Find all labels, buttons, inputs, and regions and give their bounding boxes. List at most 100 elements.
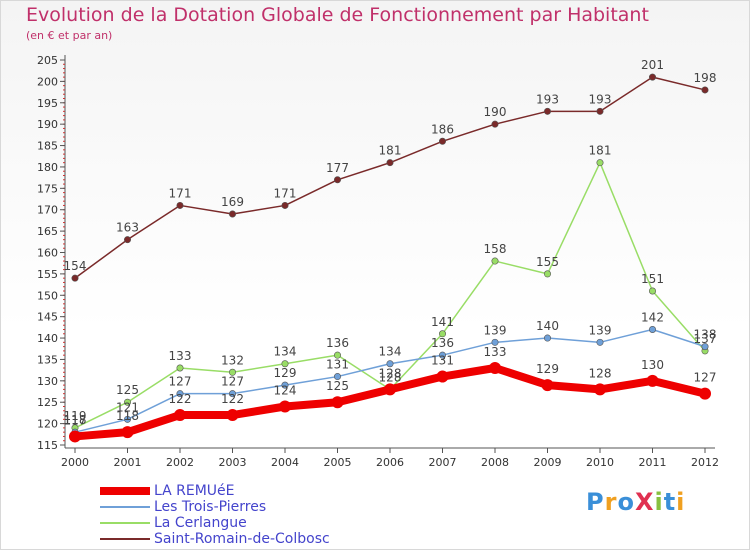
data-point (281, 381, 289, 389)
y-tick-label: 130 (37, 375, 58, 388)
data-point (491, 338, 499, 346)
data-label: 133 (169, 349, 192, 363)
data-point (281, 201, 289, 209)
data-point (124, 415, 132, 423)
x-tick-label: 2008 (481, 456, 509, 469)
data-label: 137 (694, 332, 717, 346)
y-tick-label: 145 (37, 311, 58, 324)
data-label: 129 (536, 362, 559, 376)
x-tick-label: 2001 (114, 456, 142, 469)
data-label: 158 (484, 242, 507, 256)
y-tick-label: 160 (37, 247, 58, 260)
data-point (489, 362, 501, 374)
y-tick-label: 120 (37, 418, 58, 431)
data-point (541, 379, 554, 392)
x-tick-label: 2010 (586, 456, 614, 469)
logo-letter: X (634, 488, 655, 516)
data-label: 117 (64, 413, 87, 427)
data-label: 132 (221, 353, 244, 367)
data-point (648, 325, 656, 333)
data-label: 134 (274, 345, 297, 359)
data-label: 121 (116, 400, 139, 414)
data-label: 136 (326, 336, 349, 350)
data-label: 154 (64, 259, 87, 273)
data-label: 181 (589, 144, 612, 158)
data-point (436, 370, 449, 383)
data-point (226, 409, 239, 422)
data-label: 181 (379, 144, 402, 158)
data-label: 186 (431, 122, 454, 136)
data-point (333, 176, 341, 184)
y-tick-label: 190 (37, 118, 58, 131)
data-label: 118 (116, 409, 139, 423)
data-label: 124 (274, 384, 297, 398)
data-label: 142 (641, 311, 664, 325)
data-point (229, 210, 237, 218)
x-tick-label: 2007 (429, 456, 457, 469)
data-label: 151 (641, 272, 664, 286)
data-label: 128 (379, 370, 402, 384)
x-tick-label: 2002 (166, 456, 194, 469)
y-tick-label: 135 (37, 353, 58, 366)
data-point (279, 400, 291, 413)
data-point (71, 274, 79, 282)
data-label: 127 (221, 375, 244, 389)
legend-swatch (100, 487, 150, 495)
legend-label: La Cerlangue (154, 515, 247, 531)
data-label: 127 (169, 375, 192, 389)
data-point (543, 270, 551, 278)
data-label: 118 (64, 413, 87, 427)
data-label: 193 (589, 92, 612, 106)
legend-item: Les Trois-Pierres (100, 499, 360, 515)
data-point (594, 383, 606, 396)
data-label: 171 (274, 186, 297, 200)
y-tick-label: 200 (37, 75, 58, 88)
y-tick-label: 115 (37, 439, 58, 452)
data-point (701, 86, 709, 94)
data-label: 125 (116, 383, 139, 397)
y-tick-label: 170 (37, 204, 58, 217)
chart-subtitle: (en € et par an) (26, 29, 113, 42)
data-label: 171 (169, 186, 192, 200)
data-label: 177 (326, 161, 349, 175)
data-point (333, 351, 341, 359)
data-point (384, 383, 396, 396)
legend-item: LA REMUéE (100, 483, 360, 499)
data-point (438, 330, 446, 338)
data-point (648, 73, 656, 81)
legend-item: La Cerlangue (100, 515, 360, 531)
x-tick-label: 2012 (691, 456, 719, 469)
data-label: 163 (116, 221, 139, 235)
data-point (699, 387, 711, 400)
data-point (124, 236, 132, 244)
data-label: 139 (484, 323, 507, 337)
x-tick-label: 2000 (61, 456, 89, 469)
data-label: 136 (431, 336, 454, 350)
x-tick-label: 2009 (534, 456, 562, 469)
data-label: 133 (484, 345, 507, 359)
data-label: 155 (536, 255, 559, 269)
y-tick-label: 195 (37, 97, 58, 110)
data-point (331, 396, 344, 409)
x-tick-label: 2005 (324, 456, 352, 469)
data-point (491, 257, 499, 265)
data-point (543, 334, 551, 342)
data-point (124, 398, 132, 406)
proxiti-logo: ProXiti (586, 488, 685, 516)
logo-letter: P (586, 488, 605, 516)
data-point (386, 159, 394, 167)
legend-swatch (100, 506, 150, 508)
data-point (438, 137, 446, 145)
x-tick-label: 2003 (219, 456, 247, 469)
data-point (386, 360, 394, 368)
data-point (491, 120, 499, 128)
y-tick-label: 180 (37, 161, 58, 174)
data-label: 129 (274, 366, 297, 380)
y-tick-label: 125 (37, 396, 58, 409)
logo-letter: o (617, 488, 635, 516)
data-point (176, 364, 184, 372)
legend-swatch (100, 522, 150, 524)
data-label: 198 (694, 71, 717, 85)
legend-swatch (100, 538, 150, 540)
